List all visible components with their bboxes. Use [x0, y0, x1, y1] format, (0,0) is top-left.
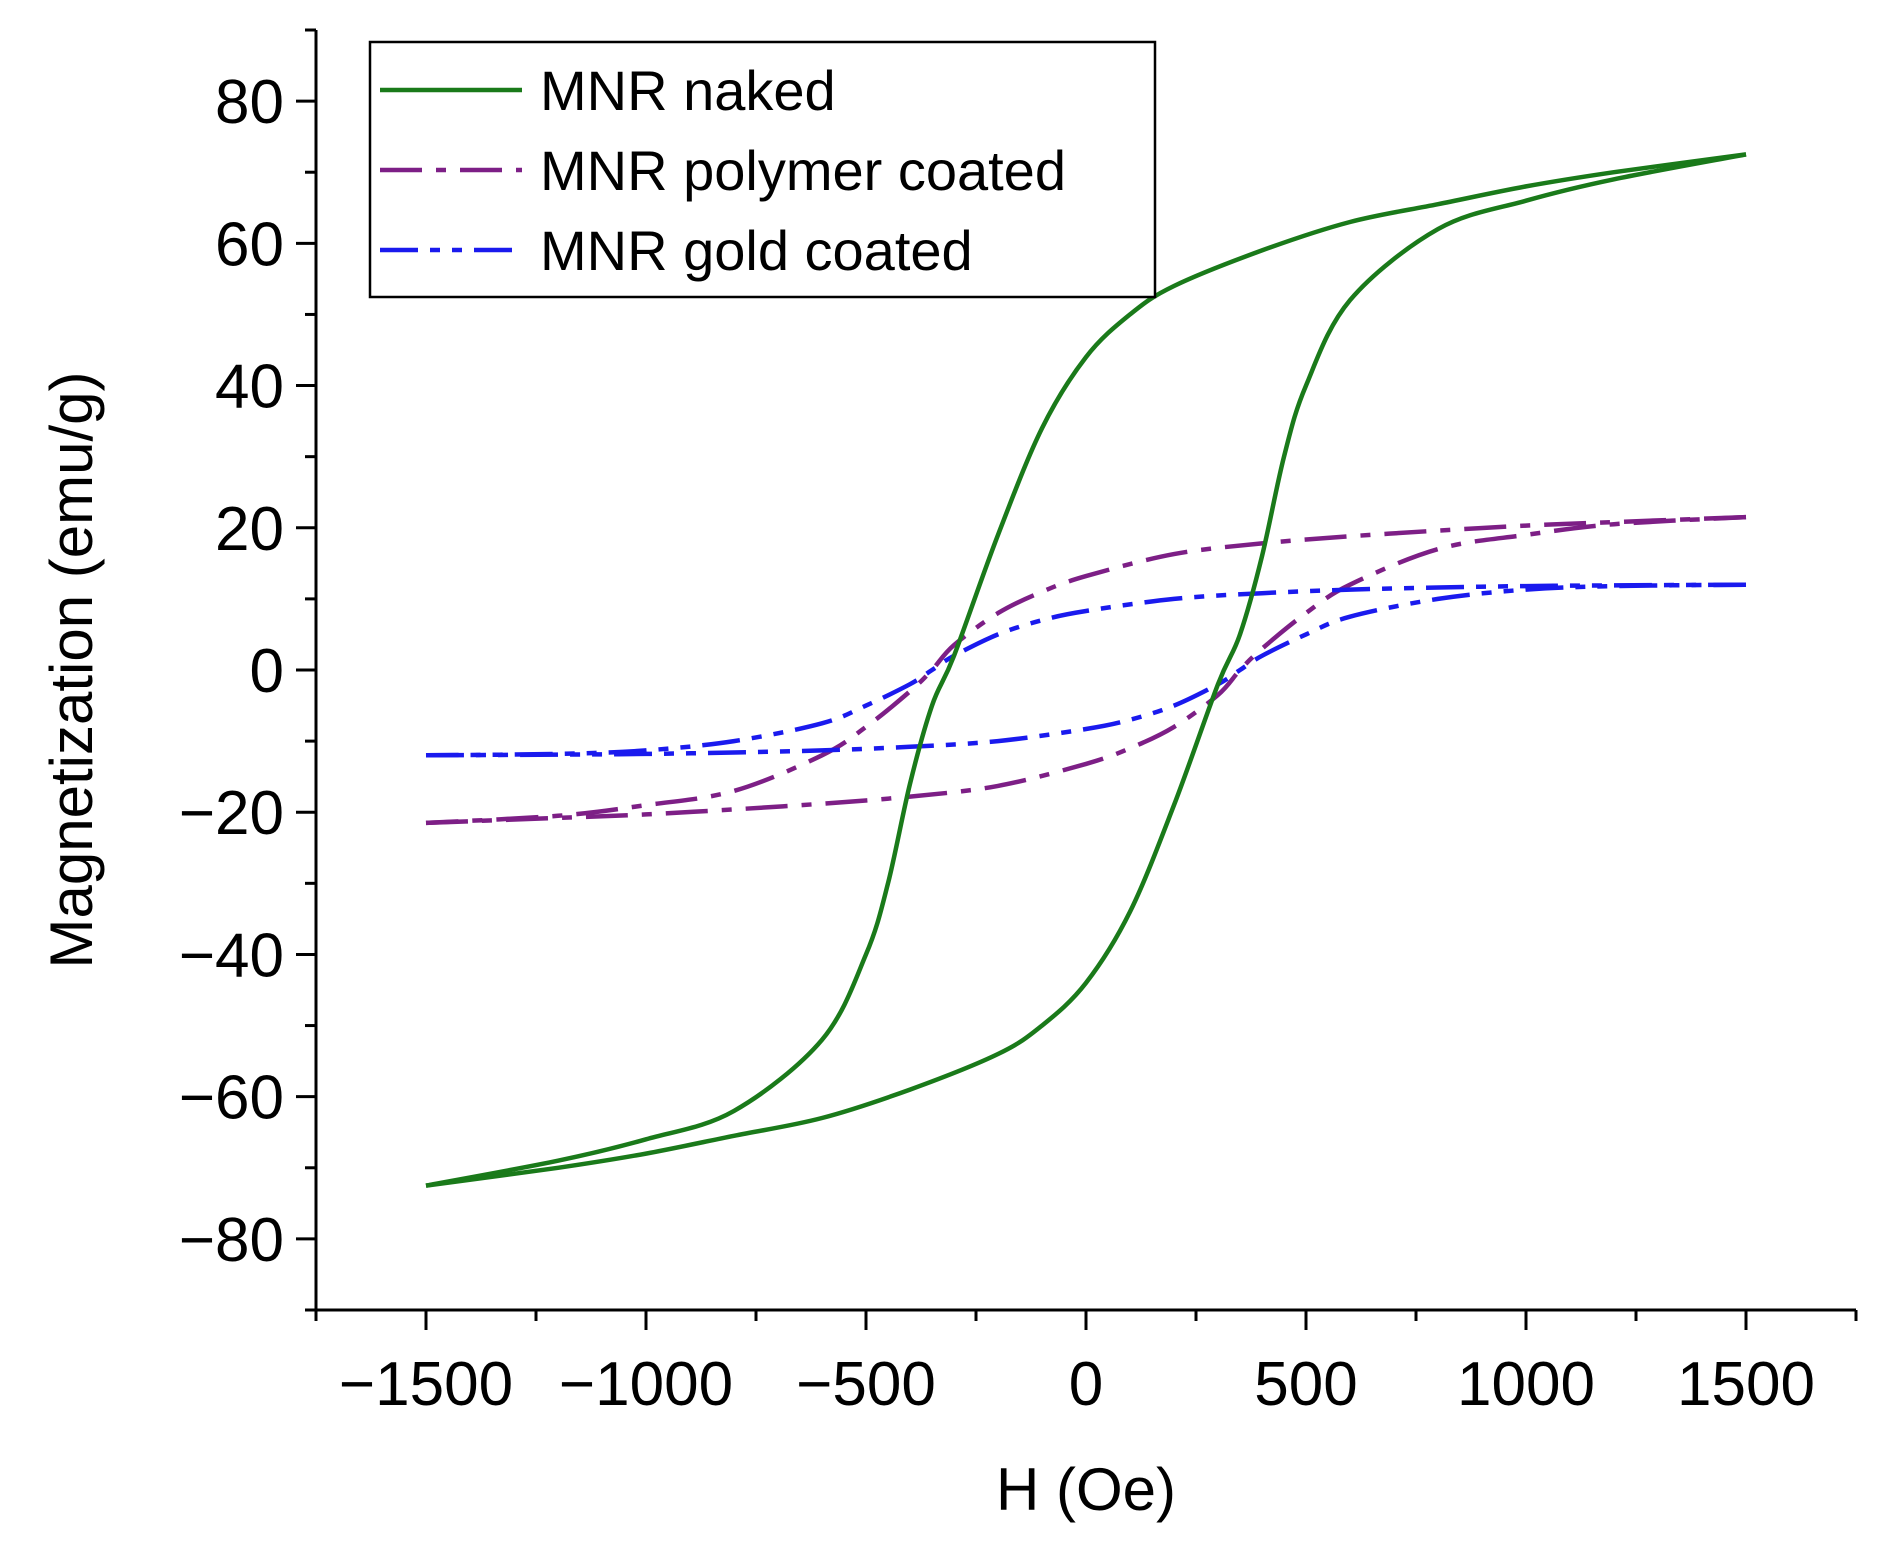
x-tick-label: −1000 — [559, 1350, 733, 1419]
y-tick-label: 80 — [215, 68, 284, 137]
curves-layer — [425, 152, 1747, 1188]
y-tick-label: −80 — [179, 1206, 284, 1275]
x-axis-title: H (Oe) — [996, 1456, 1176, 1523]
series-mnr-naked-descending-branch — [425, 152, 1747, 1188]
y-tick-label: 20 — [215, 495, 284, 564]
x-tick-label: 500 — [1254, 1350, 1357, 1419]
legend: MNR naked MNR polymer coated MNR gold coat… — [368, 40, 1157, 299]
series-mnr-naked-ascending-branch — [425, 152, 1747, 1188]
ticks-layer: −1500 −1000 −500 0 500 1000 1500 −80 −60 −40 −20 0 2… — [179, 28, 1858, 1419]
series-mnr-gold-coated-ascending-branch — [425, 582, 1747, 758]
series-mnr-gold-coated-descending-branch — [425, 582, 1747, 758]
x-tick-label: 1500 — [1677, 1350, 1815, 1419]
legend-label-mnr-gold-coated: MNR gold coated — [540, 219, 973, 282]
x-tick-label: −1500 — [339, 1350, 513, 1419]
y-tick-label: −20 — [179, 779, 284, 848]
x-tick-label: −500 — [796, 1350, 936, 1419]
x-tick-label: 0 — [1069, 1350, 1103, 1419]
y-tick-label: −40 — [179, 921, 284, 990]
legend-label-mnr-naked: MNR naked — [540, 59, 836, 122]
series-mnr-polymer-coated-descending-branch — [425, 514, 1747, 826]
y-axis-title: Magnetization (emu/g) — [38, 372, 105, 969]
y-tick-label: 40 — [215, 353, 284, 422]
x-tick-label: 1000 — [1457, 1350, 1595, 1419]
series-mnr-polymer-coated-ascending-branch — [425, 514, 1747, 826]
y-tick-label: −60 — [179, 1064, 284, 1133]
legend-label-mnr-polymer-coated: MNR polymer coated — [540, 139, 1066, 202]
y-tick-label: 0 — [250, 637, 284, 706]
y-tick-label: 60 — [215, 210, 284, 279]
